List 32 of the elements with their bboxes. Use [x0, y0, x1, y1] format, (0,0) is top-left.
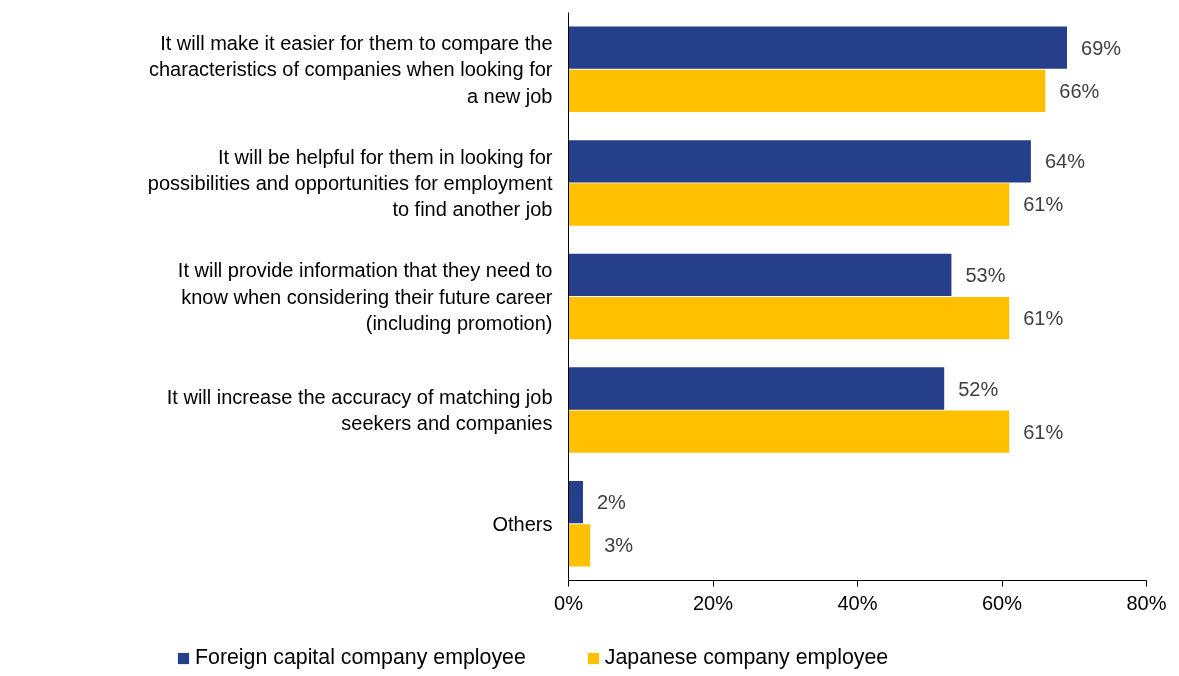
bar: [568, 183, 1010, 226]
bar: [568, 524, 591, 567]
data-label: 61%: [1023, 420, 1064, 443]
data-label: 69%: [1081, 36, 1122, 59]
bar: [568, 140, 1031, 183]
data-label: 2%: [596, 491, 627, 514]
legend-label: Japanese company employee: [604, 645, 889, 670]
y-tick-label: Others: [492, 512, 553, 535]
x-tick-label: 20%: [692, 591, 734, 614]
y-tick-label: It will provide information that they need to know when considering their future career (including promotion): [177, 259, 553, 334]
data-label: 66%: [1059, 79, 1100, 102]
x-tick-label: 60%: [981, 591, 1023, 614]
bar: [568, 296, 1010, 340]
bar: [568, 367, 945, 410]
legend-label: Foreign capital company employee: [195, 645, 526, 670]
y-tick-label: It will be helpful for them in looking for possibilities and opportunities for employment to find another job: [147, 145, 553, 221]
bar: [568, 253, 952, 297]
bar: [568, 26, 1068, 69]
x-tick-label: 40%: [837, 591, 878, 614]
data-label: 3%: [604, 534, 634, 557]
data-label: 52%: [958, 377, 999, 400]
bar: [568, 480, 583, 524]
bar: [568, 410, 1010, 453]
y-tick-label: It will increase the accuracy of matching job seekers and companies: [166, 385, 553, 435]
x-tick-label: 0%: [554, 591, 584, 614]
data-label: 53%: [965, 263, 1006, 286]
y-tick-label: It will make it easier for them to compare the characteristics of companies when looking for a new job: [148, 31, 553, 107]
bar: [568, 69, 1046, 113]
data-label: 64%: [1044, 150, 1086, 173]
data-label: 61%: [1023, 307, 1064, 330]
x-tick-label: 80%: [1126, 591, 1167, 614]
data-label: 61%: [1023, 193, 1064, 216]
